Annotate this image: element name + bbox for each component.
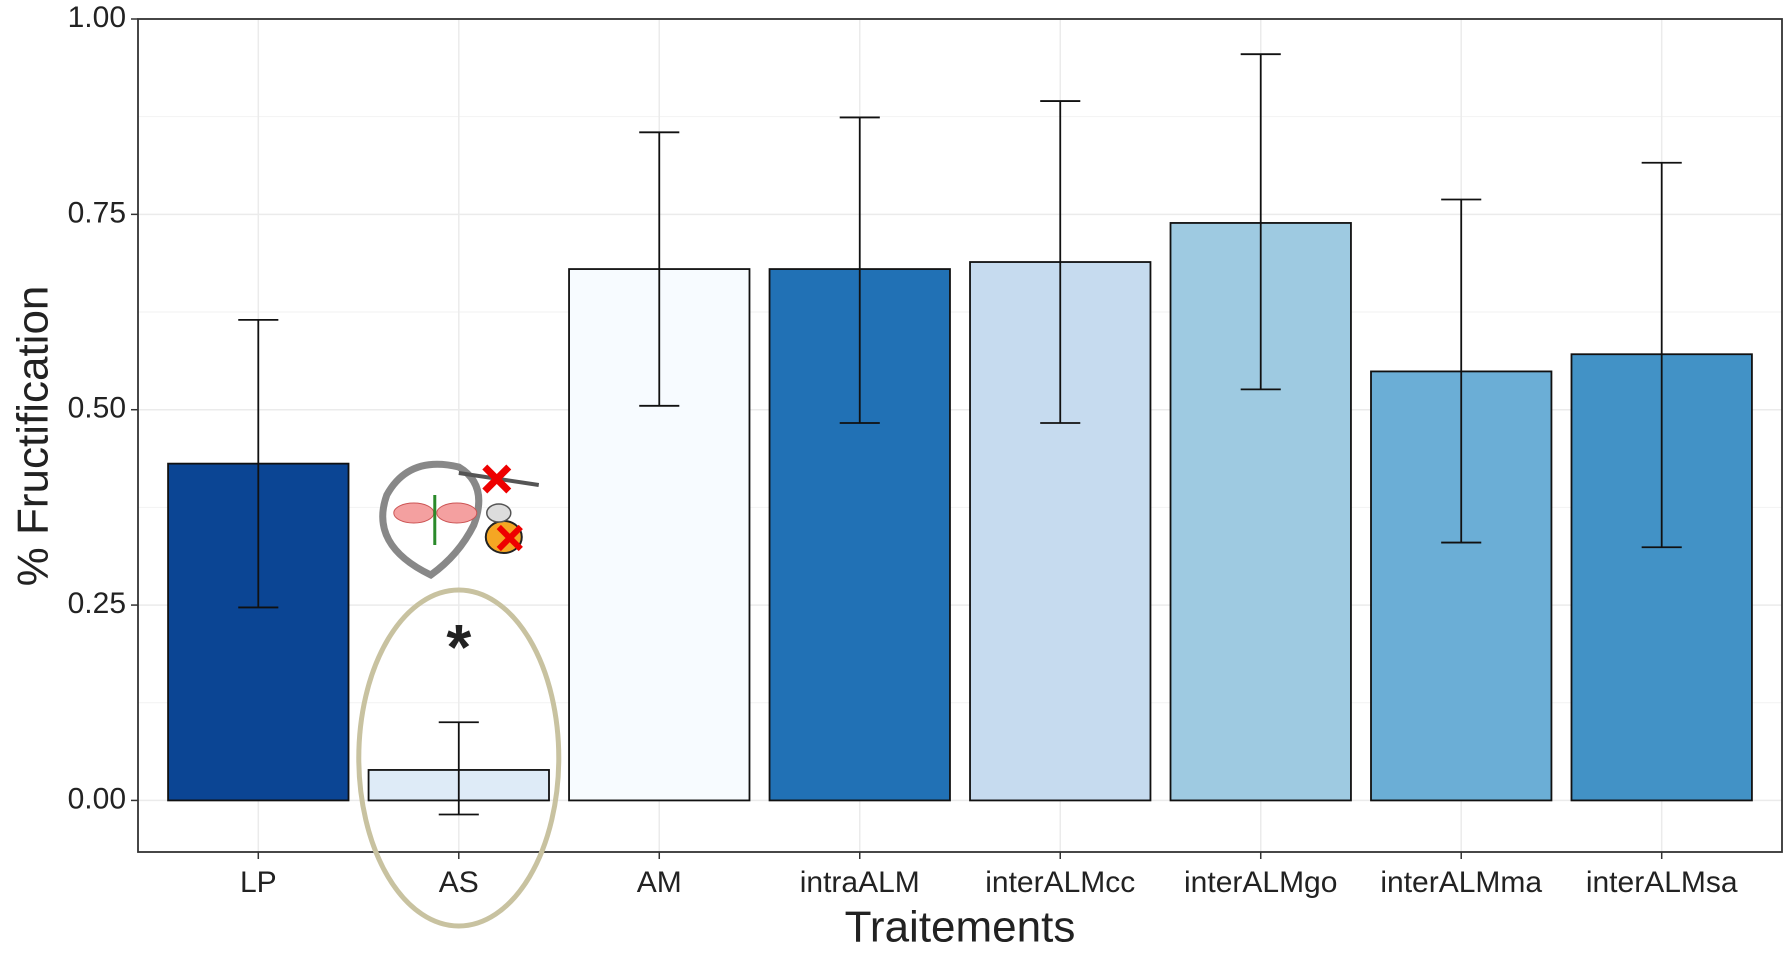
- annotation: *: [446, 611, 471, 683]
- x-tick-label: intraALM: [800, 866, 920, 899]
- bee-wing: [486, 503, 512, 523]
- error-bar: [438, 721, 479, 816]
- error-bar: [1641, 161, 1682, 549]
- bag-outline: [379, 460, 483, 580]
- y-tick-label: 0.25: [68, 587, 126, 620]
- petal: [393, 502, 435, 524]
- panel-border: [137, 18, 1783, 853]
- y-tick-label: 0.50: [68, 392, 126, 425]
- x-tick-label: interALMma: [1380, 866, 1542, 899]
- error-bar: [1240, 53, 1281, 391]
- x-tick-label: interALMgo: [1184, 866, 1337, 899]
- x-tick-label: AM: [637, 866, 682, 899]
- y-tick-label: 1.00: [68, 1, 126, 34]
- error-bar: [238, 318, 279, 609]
- y-tick-label: 0.00: [68, 782, 126, 815]
- red-cross: [482, 464, 512, 494]
- x-axis-title: Traitements: [845, 903, 1076, 952]
- x-tick-label: interALMcc: [985, 866, 1135, 899]
- y-axis-title: % Fructification: [9, 286, 58, 587]
- highlight-ellipse: [356, 587, 562, 929]
- x-tick-label: AS: [439, 866, 479, 899]
- error-bar: [1441, 198, 1482, 544]
- x-tick-label: interALMsa: [1586, 866, 1738, 899]
- x-tick-label: LP: [240, 866, 277, 899]
- bagging-icon: [379, 460, 540, 580]
- error-bar: [839, 116, 880, 424]
- red-cross: [496, 524, 523, 552]
- error-bar: [1040, 100, 1081, 424]
- petal: [436, 502, 478, 524]
- y-tick-label: 0.75: [68, 196, 126, 229]
- error-bar: [639, 131, 680, 407]
